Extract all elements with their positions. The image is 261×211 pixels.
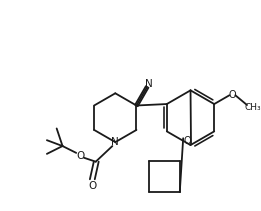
Text: N: N (145, 79, 153, 89)
Text: CH₃: CH₃ (245, 103, 261, 112)
Text: O: O (183, 136, 191, 146)
Text: N: N (111, 137, 119, 147)
Text: O: O (229, 90, 236, 100)
Text: O: O (76, 151, 84, 161)
Text: O: O (89, 181, 97, 191)
